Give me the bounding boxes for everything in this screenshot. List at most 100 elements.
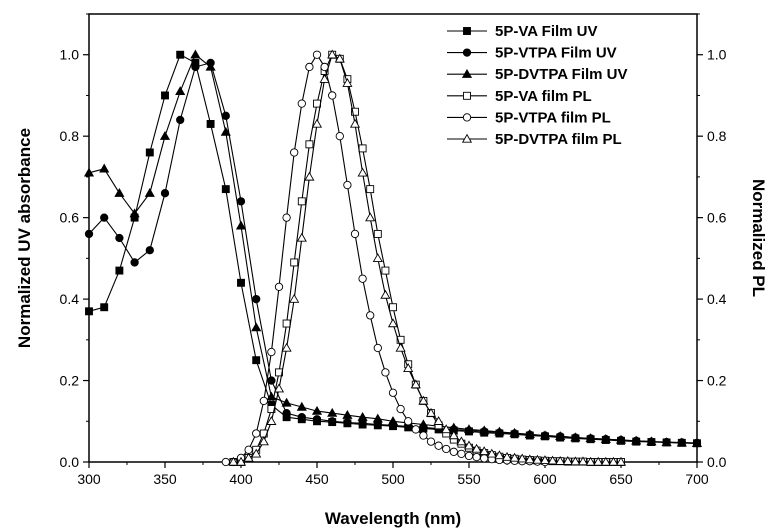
data-point <box>344 181 351 188</box>
data-point <box>291 149 298 156</box>
data-point <box>245 446 252 453</box>
legend-item: 5P-VTPA film PL <box>447 109 611 126</box>
x-tick-label: 550 <box>457 471 481 487</box>
data-point <box>275 283 282 290</box>
data-point <box>146 149 153 156</box>
left-y-tick-label: 0.2 <box>60 373 80 389</box>
data-point <box>435 442 442 449</box>
data-point <box>298 414 305 421</box>
x-tick-label: 350 <box>153 471 177 487</box>
data-point <box>412 426 419 433</box>
data-point <box>268 348 275 355</box>
left-y-tick-label: 0.8 <box>60 128 80 144</box>
data-point <box>116 234 123 241</box>
right-y-tick-label: 0.0 <box>707 454 727 470</box>
data-point <box>473 453 480 460</box>
data-point <box>329 418 336 425</box>
data-point <box>374 254 383 262</box>
data-point <box>283 320 290 327</box>
data-point <box>381 291 390 299</box>
legend-label: 5P-DVTPA Film UV <box>495 66 628 83</box>
data-point <box>291 259 298 266</box>
data-point <box>313 51 320 58</box>
legend-item: 5P-DVTPA Film UV <box>447 66 628 83</box>
legend-label: 5P-DVTPA film PL <box>495 131 622 148</box>
data-point <box>305 173 314 181</box>
x-tick-label: 600 <box>533 471 557 487</box>
right-y-tick-label: 0.4 <box>707 291 727 307</box>
data-point <box>298 100 305 107</box>
x-tick-label: 300 <box>77 471 101 487</box>
legend-marker <box>464 92 471 99</box>
data-point <box>314 100 321 107</box>
left-y-tick-label: 0.6 <box>60 210 80 226</box>
x-tick-label: 500 <box>381 471 405 487</box>
data-point <box>382 369 389 376</box>
data-point <box>458 450 465 457</box>
data-point <box>85 230 92 237</box>
data-point <box>359 275 366 282</box>
legend-label: 5P-VA Film UV <box>495 23 598 40</box>
data-point <box>313 416 320 423</box>
data-point <box>161 132 170 140</box>
data-point <box>222 112 229 119</box>
data-point <box>238 279 245 286</box>
data-point <box>390 304 397 311</box>
data-point <box>420 432 427 439</box>
legend-marker <box>464 28 471 35</box>
data-point <box>405 418 412 425</box>
data-point <box>100 164 109 172</box>
legend-item: 5P-VTPA Film UV <box>447 45 617 62</box>
data-point <box>222 186 229 193</box>
legend-label: 5P-VTPA Film UV <box>495 45 617 62</box>
legend-marker <box>463 49 470 56</box>
data-point <box>358 169 367 177</box>
data-point <box>351 230 358 237</box>
legend-item: 5P-DVTPA film PL <box>447 131 622 148</box>
data-point <box>382 267 389 274</box>
legend: 5P-VA Film UV 5P-VTPA Film UV 5P-DVTPA Fil… <box>447 23 628 148</box>
data-point <box>336 132 343 139</box>
data-point <box>282 399 291 407</box>
left-y-tick-label: 0.0 <box>60 454 80 470</box>
data-point <box>298 234 307 242</box>
data-point <box>253 357 260 364</box>
data-point <box>101 214 108 221</box>
data-point <box>481 455 488 462</box>
data-point <box>443 445 450 452</box>
data-point <box>306 141 313 148</box>
data-point <box>253 430 260 437</box>
data-point <box>359 145 366 152</box>
data-point <box>367 312 374 319</box>
data-point <box>161 190 168 197</box>
x-tick-label: 400 <box>229 471 253 487</box>
legend-marker <box>463 114 470 121</box>
data-point <box>283 214 290 221</box>
right-y-tick-label: 0.6 <box>707 210 727 226</box>
data-point <box>366 213 375 221</box>
data-point <box>146 189 155 197</box>
data-point <box>450 448 457 455</box>
data-point <box>207 120 214 127</box>
data-point <box>131 259 138 266</box>
data-point <box>177 116 184 123</box>
x-axis-title: Wavelength (nm) <box>325 509 461 528</box>
data-point <box>222 458 229 465</box>
data-point <box>237 198 244 205</box>
data-point <box>253 295 260 302</box>
data-point <box>260 397 267 404</box>
x-tick-label: 650 <box>609 471 633 487</box>
data-point <box>191 50 200 58</box>
data-point <box>374 344 381 351</box>
right-y-tick-label: 0.8 <box>707 128 727 144</box>
legend-label: 5P-VTPA film PL <box>495 109 611 126</box>
data-point <box>115 189 124 197</box>
data-point <box>427 438 434 445</box>
legend-item: 5P-VA film PL <box>447 88 592 105</box>
data-point <box>397 405 404 412</box>
data-point <box>367 186 374 193</box>
data-point <box>396 344 405 352</box>
data-point <box>306 63 313 70</box>
left-y-axis-title: Normalized UV absorbance <box>15 128 34 348</box>
